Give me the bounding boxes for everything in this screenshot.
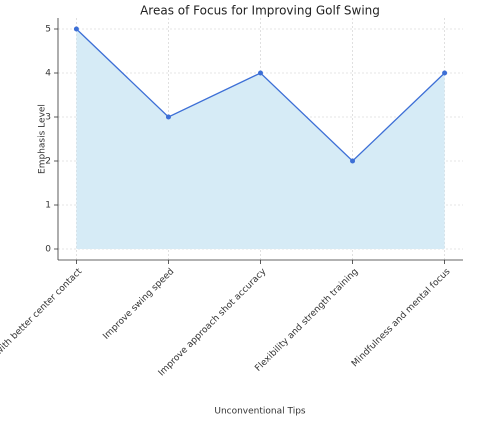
y-tick-label: 4 <box>45 69 51 79</box>
point <box>442 70 448 76</box>
area <box>76 29 445 249</box>
x-tick-label: Improve approach shot accuracy <box>157 266 269 378</box>
x-tick-label: Flexibility and strength training <box>253 267 360 374</box>
x-tick-label: Improve swing speed <box>101 267 176 342</box>
point <box>165 114 171 120</box>
y-tick-label: 3 <box>45 113 51 123</box>
point <box>258 70 263 76</box>
y-axis-label: Emphasis Level <box>38 104 48 174</box>
point <box>350 158 356 164</box>
x-axis-label: Unconventional Tips <box>214 407 306 417</box>
x-tick-label: Mindfulness and mental focus <box>350 267 453 370</box>
y-tick-label: 5 <box>45 25 51 35</box>
y-tick-label: 2 <box>45 157 51 167</box>
x-tick-label: Increase distance with better center con… <box>0 266 85 415</box>
y-tick-label: 1 <box>45 201 51 211</box>
chart-title: Areas of Focus for Improving Golf Swing <box>140 4 380 18</box>
point <box>73 26 79 32</box>
y-tick-label: 0 <box>45 245 51 255</box>
